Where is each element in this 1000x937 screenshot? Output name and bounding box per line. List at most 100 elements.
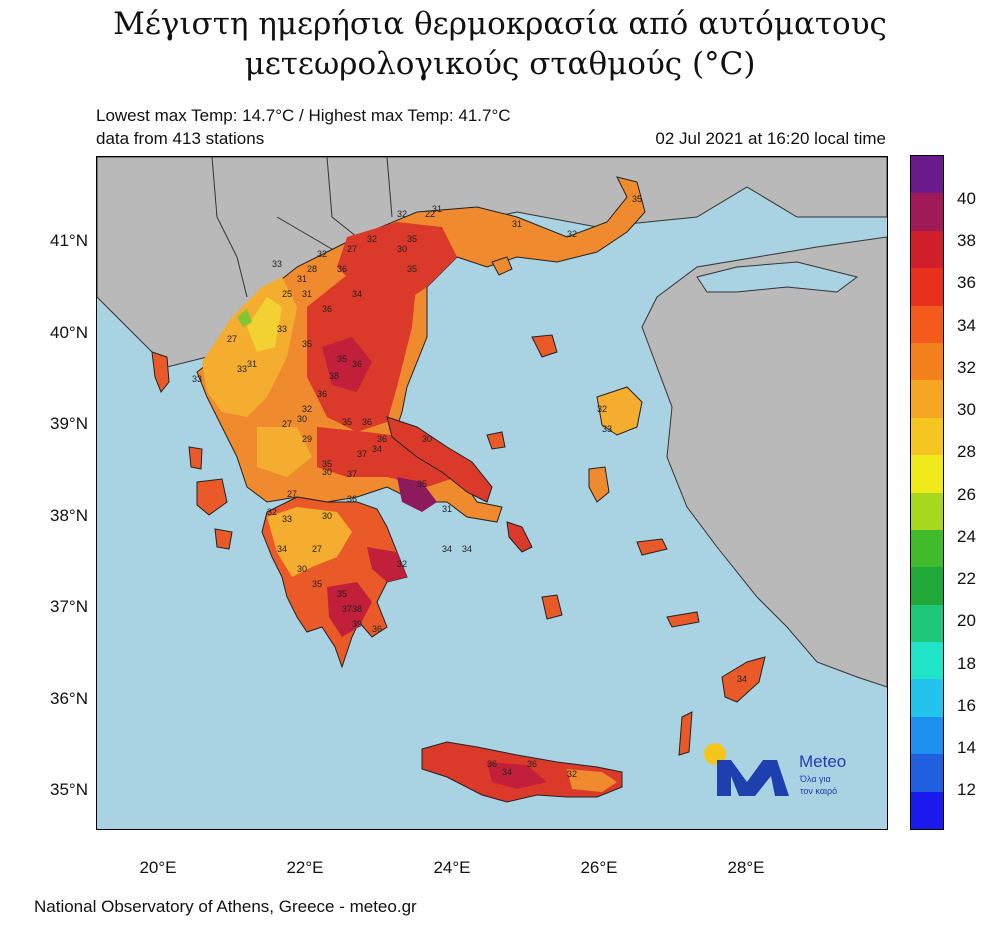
station-value: 39 bbox=[352, 619, 362, 629]
lat-label: 35°N bbox=[50, 780, 88, 799]
station-value: 34 bbox=[502, 767, 512, 777]
colorbar-segment bbox=[911, 156, 943, 194]
map-title-line-1: Μέγιστη ημερήσια θερμοκρασία από αυτόματ… bbox=[113, 6, 887, 42]
station-value: 36 bbox=[487, 759, 497, 769]
station-value: 35 bbox=[417, 479, 427, 489]
station-count: data from 413 stations bbox=[96, 129, 265, 148]
station-value: 38 bbox=[352, 604, 362, 614]
colorbar-label: 22 bbox=[957, 569, 976, 588]
colorbar-segment bbox=[911, 791, 943, 830]
station-value: 36 bbox=[352, 359, 362, 369]
sun-icon bbox=[704, 743, 726, 765]
station-value: 38 bbox=[329, 371, 339, 381]
station-value: 36 bbox=[362, 417, 372, 427]
station-value: 37 bbox=[342, 604, 352, 614]
lat-label: 41°N bbox=[50, 231, 88, 250]
colorbar-segment bbox=[911, 305, 943, 344]
colorbar-segment bbox=[911, 567, 943, 606]
island-andros bbox=[506, 521, 533, 553]
island-rhodes bbox=[721, 656, 766, 703]
station-value: 32 bbox=[397, 209, 407, 219]
station-value: 29 bbox=[302, 434, 312, 444]
station-value: 33 bbox=[282, 514, 292, 524]
station-value: 34 bbox=[737, 674, 747, 684]
colorbar-segment bbox=[911, 193, 943, 232]
temperature-map: 32 31 27 32 35 32 30 35 33 28 31 25 31 36 34 36 33 27 31 35… bbox=[96, 156, 888, 830]
colorbar-label: 20 bbox=[957, 611, 976, 630]
island-zakynthos bbox=[214, 528, 233, 550]
source-credit: National Observatory of Athens, Greece -… bbox=[34, 897, 417, 916]
hot-zone-crete bbox=[487, 762, 547, 789]
station-value: 30 bbox=[397, 244, 407, 254]
lat-label: 40°N bbox=[50, 323, 88, 342]
station-value: 36 bbox=[527, 759, 537, 769]
station-value: 31 bbox=[297, 274, 307, 284]
station-value: 35 bbox=[312, 579, 322, 589]
station-value: 32 bbox=[567, 769, 577, 779]
logo-tagline: τον καιρό bbox=[800, 786, 838, 796]
station-value: 34 bbox=[277, 544, 287, 554]
colorbar-segment bbox=[911, 380, 943, 419]
station-value: 32 bbox=[597, 404, 607, 414]
colorbar-label: 30 bbox=[957, 400, 976, 419]
hot-zone-attica bbox=[397, 477, 437, 512]
station-value: 33 bbox=[277, 324, 287, 334]
station-value: 32 bbox=[317, 249, 327, 259]
station-value: 35 bbox=[322, 459, 332, 469]
island-chios bbox=[588, 466, 610, 503]
station-value: 36 bbox=[317, 389, 327, 399]
hot-zone-laconia bbox=[327, 582, 372, 637]
land-evia bbox=[386, 416, 493, 503]
station-value: 32 bbox=[267, 507, 277, 517]
station-value: 27 bbox=[287, 489, 297, 499]
colorbar-label: 16 bbox=[957, 696, 976, 715]
station-value: 25 bbox=[282, 289, 292, 299]
lon-label: 22°E bbox=[286, 858, 324, 877]
lat-label: 37°N bbox=[50, 597, 88, 616]
colorbar-segment bbox=[911, 268, 943, 307]
colorbar-segment bbox=[911, 679, 943, 718]
cool-zone-aitolia bbox=[257, 427, 312, 477]
station-value: 32 bbox=[302, 404, 312, 414]
station-value: 22 bbox=[425, 209, 435, 219]
station-value: 35 bbox=[337, 589, 347, 599]
island-samos bbox=[636, 538, 668, 556]
island-skyros bbox=[486, 431, 506, 450]
island-lesvos bbox=[596, 386, 643, 436]
station-value: 28 bbox=[307, 264, 317, 274]
station-value: 34 bbox=[372, 444, 382, 454]
station-value: 31 bbox=[302, 289, 312, 299]
lat-label: 38°N bbox=[50, 506, 88, 525]
station-value: 36 bbox=[377, 434, 387, 444]
station-value: 33 bbox=[602, 424, 612, 434]
temperature-colorbar bbox=[910, 155, 944, 830]
sea-marmara bbox=[696, 261, 859, 293]
lon-label: 28°E bbox=[727, 858, 765, 877]
station-value: 30 bbox=[297, 564, 307, 574]
station-value: 36 bbox=[372, 624, 382, 634]
island-naxos bbox=[541, 594, 563, 620]
hot-zone-argolis bbox=[367, 547, 407, 582]
lon-label: 26°E bbox=[580, 858, 618, 877]
station-value: 31 bbox=[512, 219, 522, 229]
colorbar-label: 38 bbox=[957, 231, 976, 250]
station-value: 37 bbox=[357, 449, 367, 459]
colorbar-segment bbox=[911, 642, 943, 680]
colorbar-segment bbox=[911, 604, 943, 643]
colorbar-segment bbox=[911, 492, 943, 531]
colorbar-label: 26 bbox=[957, 485, 976, 504]
station-value: 27 bbox=[282, 419, 292, 429]
logo-tagline: Όλα για bbox=[800, 774, 831, 784]
colorbar-label: 14 bbox=[957, 738, 976, 757]
colorbar-label: 18 bbox=[957, 654, 976, 673]
colorbar-segment bbox=[911, 754, 943, 793]
station-value: 33 bbox=[192, 374, 202, 384]
colorbar-label: 24 bbox=[957, 527, 976, 546]
station-value: 36 bbox=[322, 304, 332, 314]
station-value: 34 bbox=[352, 289, 362, 299]
station-value: 32 bbox=[567, 229, 577, 239]
colorbar-segment bbox=[911, 529, 943, 568]
island-thasos bbox=[491, 256, 513, 276]
colorbar-label: 12 bbox=[957, 780, 976, 799]
